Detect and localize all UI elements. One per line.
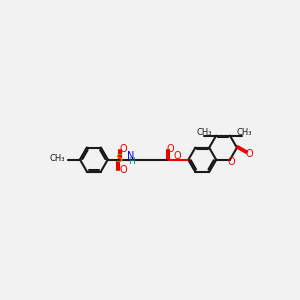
Text: O: O xyxy=(166,144,174,154)
Text: O: O xyxy=(245,149,253,159)
Text: O: O xyxy=(119,165,127,176)
Text: O: O xyxy=(174,151,182,161)
Text: CH₃: CH₃ xyxy=(196,128,212,137)
Text: O: O xyxy=(228,157,235,167)
Text: S: S xyxy=(116,154,123,164)
Text: O: O xyxy=(119,144,127,154)
Text: CH₃: CH₃ xyxy=(236,128,252,137)
Text: CH₃: CH₃ xyxy=(50,154,65,164)
Text: N: N xyxy=(127,151,134,161)
Text: H: H xyxy=(128,158,135,166)
